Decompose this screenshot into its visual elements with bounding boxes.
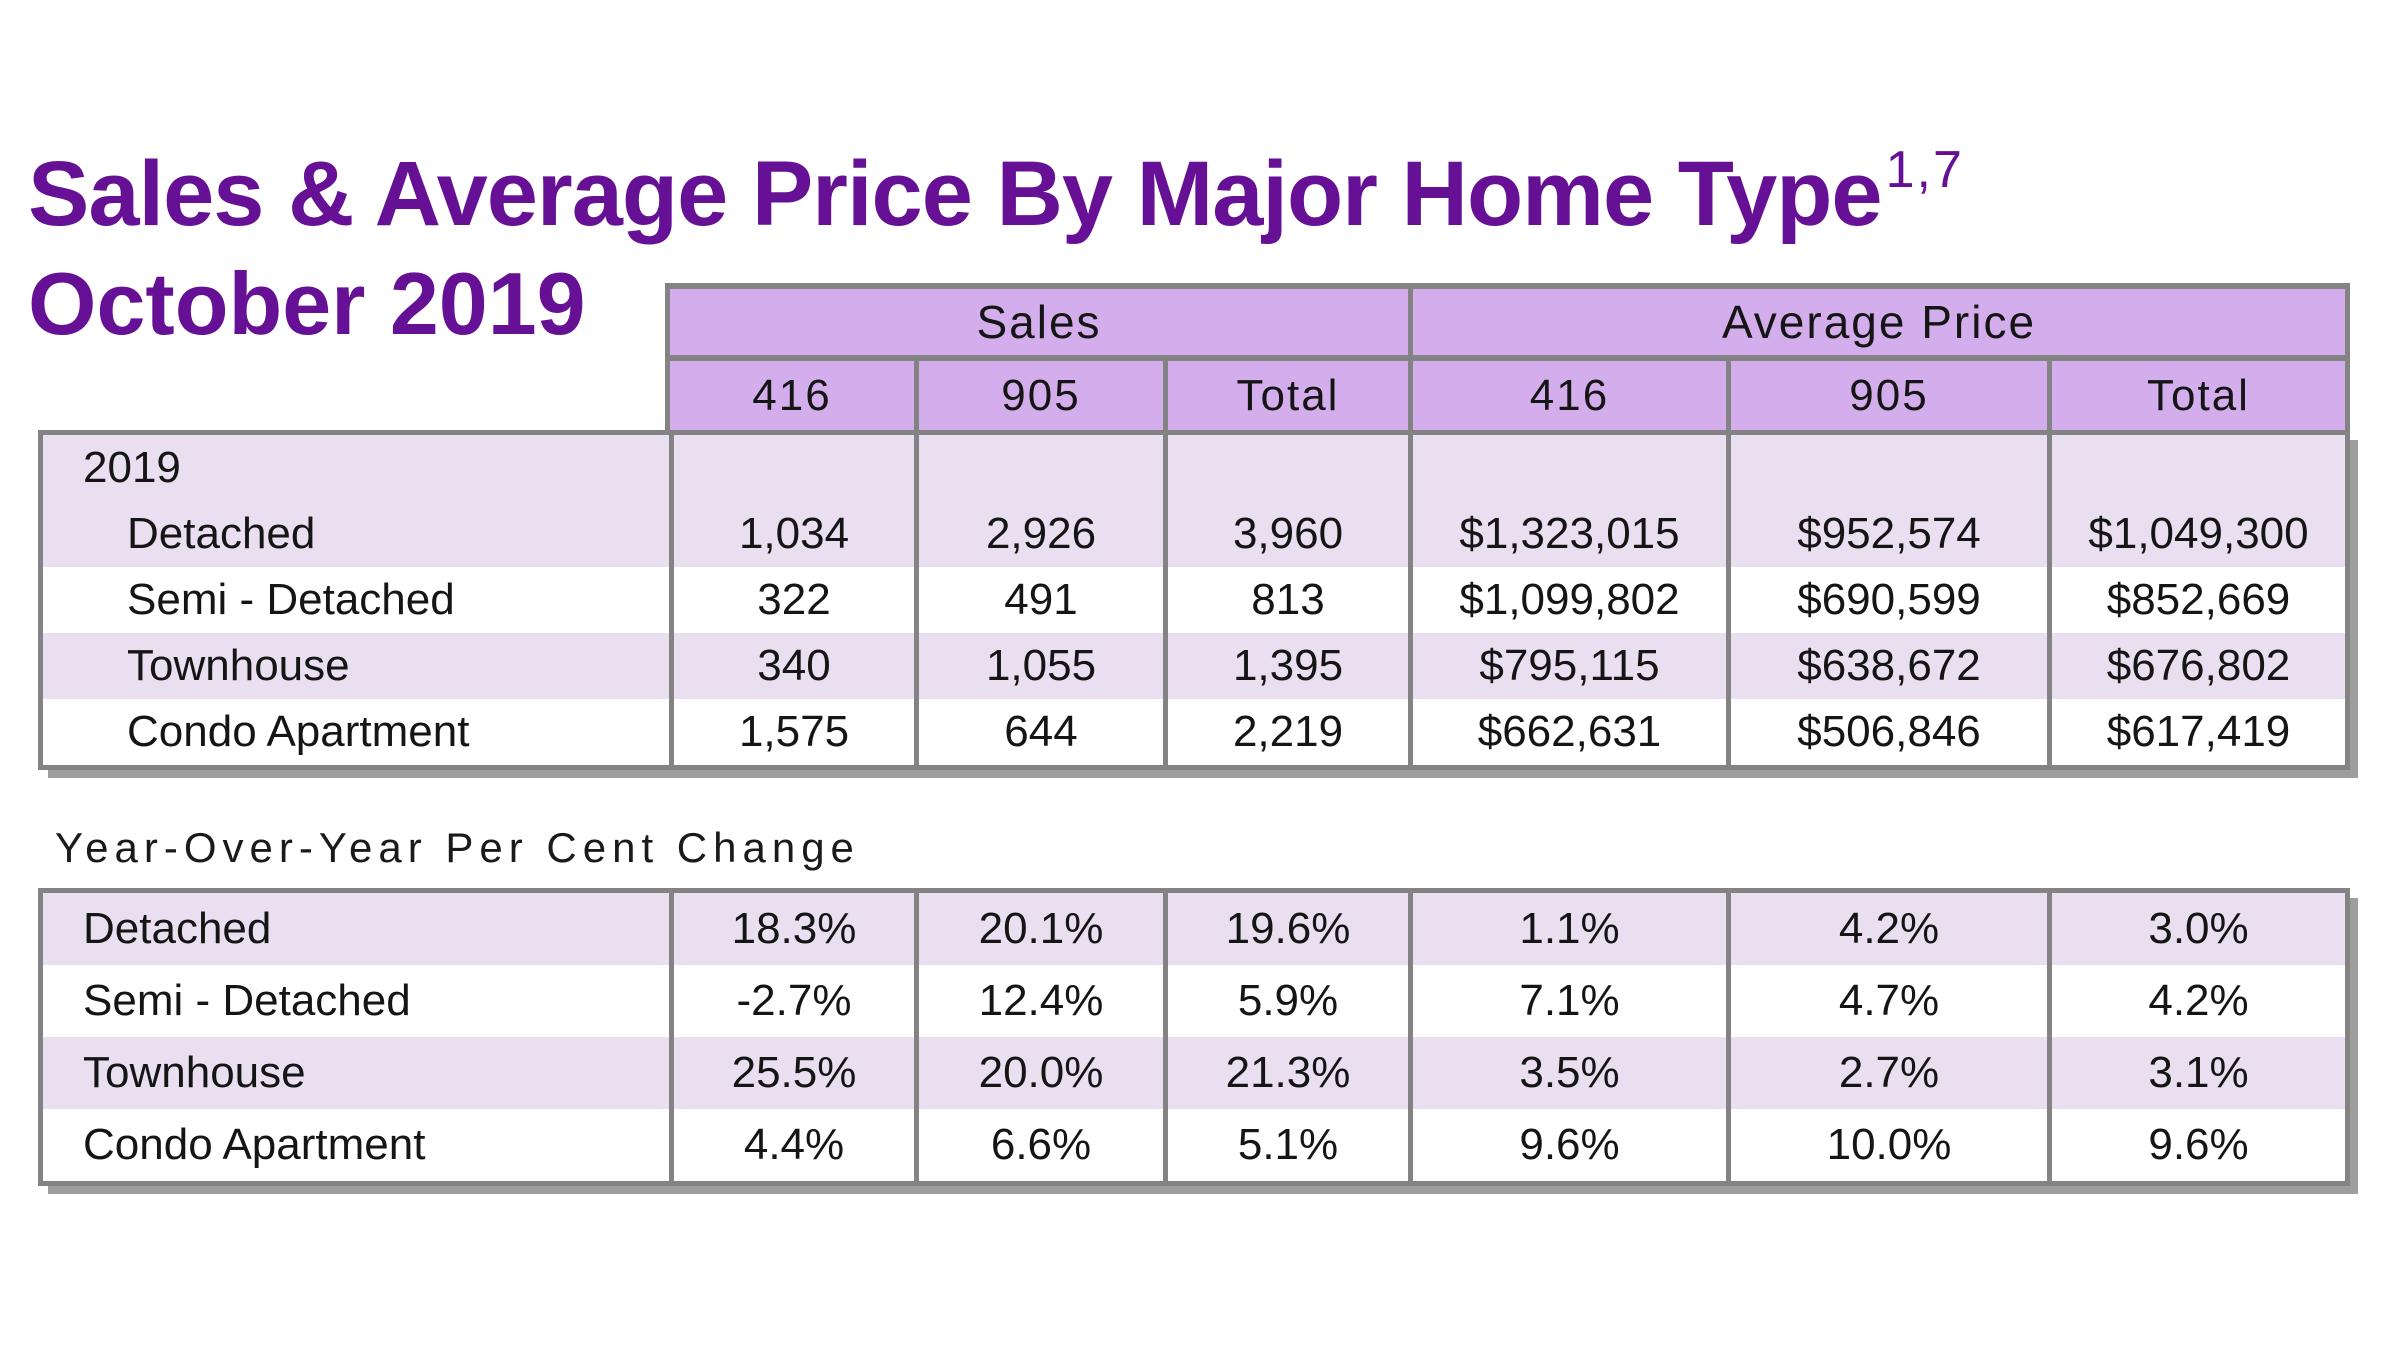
table-cell: $638,672 (1726, 633, 2047, 699)
col-header-sales-total: Total (1163, 361, 1408, 430)
table-cell: 813 (1163, 567, 1408, 633)
table-cell: 3,960 (1163, 501, 1408, 567)
table1-group-header-row: Sales Average Price (670, 289, 2345, 355)
group-header-average-price: Average Price (1408, 289, 2345, 355)
year-row-label: 2019 (43, 435, 669, 501)
table-cell: 7.1% (1408, 965, 1726, 1037)
sales-price-table: 2019 Detached 1,034 2,926 3,960 $1,323,0… (38, 430, 2350, 770)
table-cell: $952,574 (1726, 501, 2047, 567)
table-cell: 18.3% (669, 893, 914, 965)
table-cell: 3.1% (2047, 1037, 2345, 1109)
row-label: Townhouse (43, 633, 669, 699)
col-header-price-total: Total (2047, 361, 2345, 430)
year-row-empty-cell (2047, 435, 2345, 501)
row-label: Semi - Detached (43, 965, 669, 1037)
table-cell: 25.5% (669, 1037, 914, 1109)
table-cell: 1,034 (669, 501, 914, 567)
table1-sub-header-row: 416 905 Total 416 905 Total (670, 361, 2345, 430)
table-cell: 20.0% (914, 1037, 1163, 1109)
col-header-sales-905: 905 (914, 361, 1163, 430)
page-title-superscript: 1,7 (1885, 141, 1964, 199)
table-cell: 322 (669, 567, 914, 633)
table-cell: 3.0% (2047, 893, 2345, 965)
col-header-price-905: 905 (1726, 361, 2047, 430)
group-header-sales: Sales (670, 289, 1408, 355)
year-row-empty-cell (1408, 435, 1726, 501)
table-cell: 4.2% (2047, 965, 2345, 1037)
table-cell: $795,115 (1408, 633, 1726, 699)
row-label: Condo Apartment (43, 699, 669, 765)
row-label: Detached (43, 893, 669, 965)
table-cell: $617,419 (2047, 699, 2345, 765)
table-cell: 6.6% (914, 1109, 1163, 1181)
table-cell: 4.2% (1726, 893, 2047, 965)
table-cell: $852,669 (2047, 567, 2345, 633)
table-cell: 1,575 (669, 699, 914, 765)
table-cell: $1,323,015 (1408, 501, 1726, 567)
table-cell: 4.4% (669, 1109, 914, 1181)
col-header-sales-416: 416 (670, 361, 914, 430)
row-label: Semi - Detached (43, 567, 669, 633)
page-subtitle-month: October 2019 (28, 254, 586, 353)
table-cell: 9.6% (1408, 1109, 1726, 1181)
year-row-empty-cell (1726, 435, 2047, 501)
table-cell: 9.6% (2047, 1109, 2345, 1181)
yoy-change-table: Detached 18.3% 20.1% 19.6% 1.1% 4.2% 3.0… (38, 888, 2350, 1186)
row-label: Condo Apartment (43, 1109, 669, 1181)
year-row-empty-cell (1163, 435, 1408, 501)
table-cell: 1.1% (1408, 893, 1726, 965)
table-cell: 12.4% (914, 965, 1163, 1037)
table-cell: 2.7% (1726, 1037, 2047, 1109)
table-cell: 2,219 (1163, 699, 1408, 765)
table-cell: 5.1% (1163, 1109, 1408, 1181)
table-cell: 2,926 (914, 501, 1163, 567)
table-cell: 20.1% (914, 893, 1163, 965)
table-cell: $506,846 (1726, 699, 2047, 765)
table-cell: 19.6% (1163, 893, 1408, 965)
table-cell: $676,802 (2047, 633, 2345, 699)
table-cell: 21.3% (1163, 1037, 1408, 1109)
table1-header: Sales Average Price 416 905 Total 416 90… (665, 283, 2350, 430)
sales-price-table-grid: 2019 Detached 1,034 2,926 3,960 $1,323,0… (43, 435, 2345, 765)
yoy-section-title: Year-Over-Year Per Cent Change (55, 824, 860, 871)
page-title: Sales & Average Price By Major Home Type… (28, 141, 1962, 256)
table-cell: 491 (914, 567, 1163, 633)
table-cell: 10.0% (1726, 1109, 2047, 1181)
table-cell: $1,049,300 (2047, 501, 2345, 567)
col-header-price-416: 416 (1408, 361, 1726, 430)
header-divider (670, 355, 2345, 361)
row-label: Detached (43, 501, 669, 567)
table-cell: $690,599 (1726, 567, 2047, 633)
row-label: Townhouse (43, 1037, 669, 1109)
table-cell: -2.7% (669, 965, 914, 1037)
table-cell: $662,631 (1408, 699, 1726, 765)
table-cell: 644 (914, 699, 1163, 765)
table-cell: 1,055 (914, 633, 1163, 699)
table-cell: 4.7% (1726, 965, 2047, 1037)
page-title-text: Sales & Average Price By Major Home Type (28, 143, 1883, 245)
table-cell: 340 (669, 633, 914, 699)
table-cell: $1,099,802 (1408, 567, 1726, 633)
table-cell: 1,395 (1163, 633, 1408, 699)
table-cell: 3.5% (1408, 1037, 1726, 1109)
year-row-empty-cell (669, 435, 914, 501)
yoy-change-table-grid: Detached 18.3% 20.1% 19.6% 1.1% 4.2% 3.0… (43, 893, 2345, 1181)
page-title-block: Sales & Average Price By Major Home Type… (28, 141, 1962, 353)
table-cell: 5.9% (1163, 965, 1408, 1037)
year-row-empty-cell (914, 435, 1163, 501)
